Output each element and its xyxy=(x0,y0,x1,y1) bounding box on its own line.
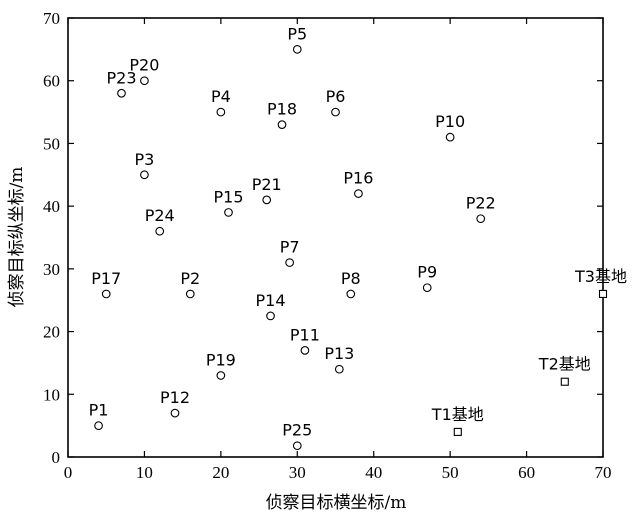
target-label: P3 xyxy=(135,150,155,169)
y-tick-label: 50 xyxy=(43,134,60,153)
target-label: P17 xyxy=(91,269,121,288)
target-point xyxy=(445,132,455,142)
target-label: P8 xyxy=(341,269,361,288)
x-tick-label: 40 xyxy=(365,463,382,482)
y-tick-label: 20 xyxy=(43,323,60,342)
target-point xyxy=(346,289,356,299)
labels-layer: P1 P2 P3 P4 P5 P6 P7 P8 P9 P10 P11 P12 P13 P14 P15 P16 P… xyxy=(89,24,627,439)
target-point xyxy=(300,346,310,355)
x-axis-label: 侦察目标横坐标/m xyxy=(266,493,407,513)
target-label: P6 xyxy=(326,87,346,106)
base-label: T2基地 xyxy=(538,355,591,374)
y-tick-label: 60 xyxy=(43,72,60,91)
target-label: P20 xyxy=(129,56,159,75)
target-label: P19 xyxy=(206,350,236,369)
base-label: T3基地 xyxy=(574,267,627,286)
target-point xyxy=(292,441,302,451)
target-point xyxy=(117,88,126,98)
axes: 0 10 20 30 40 50 60 70 0 10 20 30 40 50 60 70 xyxy=(43,9,612,482)
y-tick-label: 70 xyxy=(43,9,60,28)
target-point xyxy=(334,364,344,374)
target-label: P15 xyxy=(213,187,243,206)
target-point xyxy=(277,120,287,129)
target-label: P18 xyxy=(267,100,297,119)
target-point xyxy=(262,195,272,205)
target-label: P13 xyxy=(324,344,354,363)
target-label: P11 xyxy=(290,325,320,344)
base-marker xyxy=(598,289,608,298)
target-label: P7 xyxy=(280,238,300,257)
target-label: P24 xyxy=(145,206,175,225)
target-label: P4 xyxy=(211,87,231,106)
target-label: P23 xyxy=(106,68,136,87)
y-tick-label: 40 xyxy=(43,197,60,216)
x-tick-label: 50 xyxy=(442,463,459,482)
target-label: P16 xyxy=(343,169,373,188)
x-tick-label: 0 xyxy=(64,463,73,482)
target-point xyxy=(185,289,195,299)
y-axis-label: 侦察目标纵坐标/m xyxy=(7,167,27,308)
y-tick-label: 10 xyxy=(43,385,60,404)
y-tick-label: 30 xyxy=(43,260,60,279)
target-point xyxy=(354,189,363,198)
target-point xyxy=(224,208,233,217)
x-tick-label: 30 xyxy=(289,463,306,482)
points-layer xyxy=(94,45,608,451)
target-label: P5 xyxy=(287,24,307,43)
target-point xyxy=(331,107,340,117)
target-label: P10 xyxy=(435,112,465,131)
x-tick-label: 70 xyxy=(595,463,612,482)
target-point xyxy=(266,311,275,321)
target-label: P22 xyxy=(466,194,496,213)
target-point xyxy=(292,45,302,54)
target-label: P12 xyxy=(160,388,190,407)
target-point xyxy=(94,421,103,430)
target-label: P2 xyxy=(180,269,200,288)
target-point xyxy=(216,371,226,380)
base-marker xyxy=(560,377,569,386)
target-point xyxy=(422,283,432,293)
plot-frame xyxy=(67,17,604,458)
y-tick-label: 0 xyxy=(52,448,61,467)
target-label: P1 xyxy=(89,401,109,420)
target-point xyxy=(140,76,149,86)
base-label: T1基地 xyxy=(431,405,484,424)
target-label: P25 xyxy=(282,421,312,440)
target-point xyxy=(476,214,486,224)
target-point xyxy=(101,289,111,299)
target-label: P14 xyxy=(256,291,286,310)
x-tick-label: 60 xyxy=(518,463,535,482)
target-point xyxy=(140,170,149,180)
target-point xyxy=(170,408,180,418)
target-point xyxy=(155,226,165,236)
target-label: P21 xyxy=(252,175,282,194)
target-point xyxy=(285,258,294,267)
base-marker xyxy=(453,427,462,436)
target-label: P9 xyxy=(417,263,437,282)
x-tick-label: 20 xyxy=(212,463,229,482)
x-tick-label: 10 xyxy=(136,463,153,482)
target-point xyxy=(216,107,226,117)
